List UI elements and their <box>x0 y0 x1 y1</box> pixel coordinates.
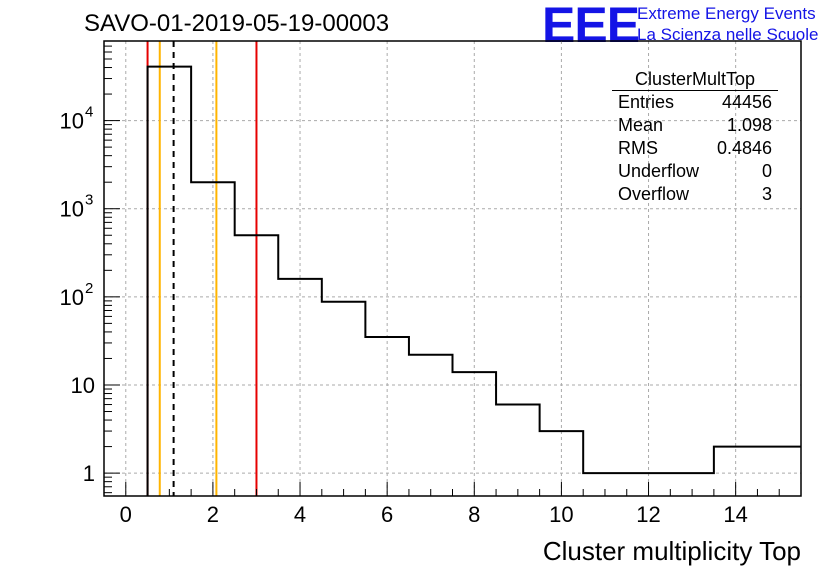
logo-tagline-2: La Scienza nelle Scuole <box>637 25 819 44</box>
x-tick-label: 14 <box>723 502 747 527</box>
reference-lines <box>146 41 258 496</box>
stats-label: RMS <box>618 138 658 158</box>
stats-value: 44456 <box>721 92 772 112</box>
stats-label: Mean <box>618 115 664 135</box>
x-axis-label: Cluster multiplicity Top <box>543 536 801 566</box>
x-tick-label: 8 <box>468 502 480 527</box>
x-tick-label: 6 <box>381 502 393 527</box>
stats-value: 3 <box>761 184 772 204</box>
chart-title: SAVO-01-2019-05-19-00003 <box>84 10 390 37</box>
x-tick-label: 10 <box>549 502 573 527</box>
stats-value: 1.098 <box>726 115 772 135</box>
stats-label: Entries <box>618 92 675 112</box>
stats-row-rms: RMS 0.4846 <box>612 137 778 160</box>
stats-label: Underflow <box>618 161 700 181</box>
stats-row-mean: Mean 1.098 <box>612 114 778 137</box>
logo-tagline-1: Extreme Energy Events <box>637 4 816 23</box>
stats-label: Overflow <box>618 184 690 204</box>
eee-logo: EEE <box>542 0 640 53</box>
stats-row-overflow: Overflow 3 <box>612 183 778 206</box>
y-tick-label: 10 <box>71 373 95 398</box>
y-tick-label: 10 <box>60 197 84 222</box>
x-tick-label: 2 <box>207 502 219 527</box>
x-tick-label: 12 <box>636 502 660 527</box>
y-tick-exponent: 3 <box>85 192 93 209</box>
x-tick-label: 0 <box>120 502 132 527</box>
stats-title: ClusterMultTop <box>612 68 778 91</box>
y-tick-label: 1 <box>83 461 95 486</box>
stats-value: 0 <box>761 161 772 181</box>
y-tick-label: 10 <box>60 285 84 310</box>
y-tick-exponent: 2 <box>85 280 93 297</box>
stats-box: ClusterMultTop Entries 44456 Mean 1.098 … <box>612 68 778 206</box>
stats-row-underflow: Underflow 0 <box>612 160 778 183</box>
grid <box>104 41 801 496</box>
x-tick-label: 4 <box>294 502 306 527</box>
stats-row-entries: Entries 44456 <box>612 91 778 114</box>
stats-value: 0.4846 <box>716 138 772 158</box>
histogram-outline <box>146 65 801 496</box>
histogram-layer <box>146 65 801 496</box>
axis-ticks <box>103 40 802 496</box>
y-tick-exponent: 4 <box>85 104 93 121</box>
y-tick-label: 10 <box>60 109 84 134</box>
